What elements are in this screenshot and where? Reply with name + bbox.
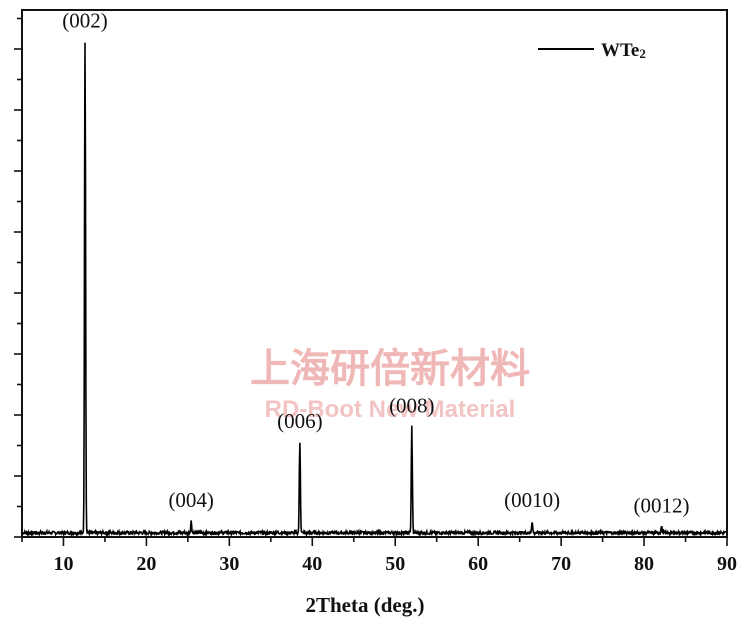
peak-labels: (002) (004) (006) (008) (0010) (0012) xyxy=(62,9,689,518)
legend-label: WTe2 xyxy=(601,40,646,61)
peak-label: (004) xyxy=(168,488,214,512)
x-axis-ticks xyxy=(21,537,728,546)
legend: WTe2 xyxy=(538,40,646,61)
peak-label: (0012) xyxy=(633,493,689,517)
x-tick-label: 20 xyxy=(136,553,156,575)
legend-subscript: 2 xyxy=(639,46,646,61)
series-line-wte2 xyxy=(21,42,727,538)
peak-label: (002) xyxy=(62,9,108,33)
watermark-en: RD-Boot New Material xyxy=(265,396,516,423)
x-tick-label: 70 xyxy=(551,553,571,575)
plot-frame xyxy=(21,9,728,538)
x-tick-label: 30 xyxy=(219,553,239,575)
watermark-cn: 上海研倍新材料 xyxy=(250,346,530,392)
x-tick-label: 50 xyxy=(385,553,405,575)
peak-label: (008) xyxy=(389,393,435,417)
x-axis-title: 2Theta (deg.) xyxy=(306,593,425,617)
peak-label: (006) xyxy=(277,409,323,433)
peak-label: (0010) xyxy=(504,488,560,512)
x-tick-label: 10 xyxy=(53,553,73,575)
x-tick-label: 60 xyxy=(468,553,488,575)
x-tick-label: 90 xyxy=(717,553,737,575)
watermark: 上海研倍新材料 RD-Boot New Material xyxy=(250,346,530,423)
x-axis-tick-labels: 10 20 30 40 50 60 70 80 90 xyxy=(53,553,737,575)
y-axis-ticks xyxy=(14,17,22,538)
legend-series-name: WTe xyxy=(601,40,639,61)
x-tick-label: 80 xyxy=(634,553,654,575)
x-tick-label: 40 xyxy=(302,553,322,575)
